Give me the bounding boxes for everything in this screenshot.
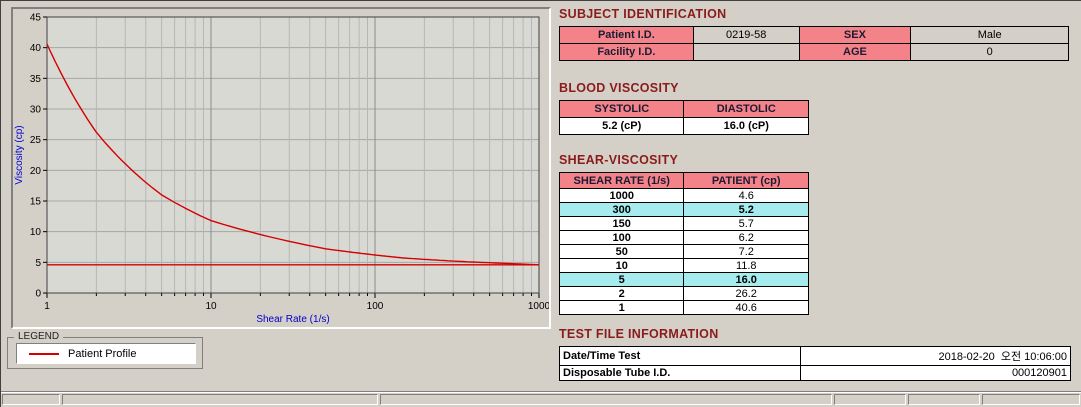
svg-text:30: 30: [30, 105, 42, 116]
facility-id-value: [692, 43, 800, 61]
shear-row: 5 16.0: [558, 272, 809, 287]
shear-rate-cell: 50: [558, 244, 685, 259]
subject-identification-table: Patient I.D. 0219-58 SEX Male Facility I…: [559, 26, 1069, 61]
patient-viscosity-cell: 4.6: [683, 188, 809, 203]
shear-row: 10 11.8: [558, 258, 809, 273]
svg-text:1: 1: [44, 301, 50, 312]
svg-text:100: 100: [367, 301, 384, 312]
legend-title: LEGEND: [14, 331, 64, 342]
table-row: 5.2 (cP) 16.0 (cP): [558, 117, 809, 135]
sex-label: SEX: [798, 26, 912, 44]
viscosity-chart-panel: 0 5 10 15 20 25 30 35 40 45 1 10 100 1000 Shear Rate (…: [11, 7, 551, 329]
patient-id-label: Patient I.D.: [559, 26, 694, 44]
legend-label: Patient Profile: [68, 347, 137, 360]
patient-viscosity-cell: 11.8: [683, 258, 809, 273]
age-value: 0: [910, 43, 1069, 61]
sex-value: Male: [910, 26, 1069, 44]
svg-text:0: 0: [35, 289, 41, 300]
svg-text:20: 20: [30, 166, 42, 177]
legend-box: LEGEND Patient Profile: [7, 331, 203, 369]
svg-text:45: 45: [30, 13, 42, 24]
svg-text:35: 35: [30, 74, 42, 85]
shear-rate-cell: 100: [558, 230, 685, 245]
patient-viscosity-cell: 40.6: [683, 300, 809, 315]
results-panel: SUBJECT IDENTIFICATION Patient I.D. 0219…: [558, 7, 1075, 381]
facility-id-label: Facility I.D.: [559, 43, 694, 61]
date-time-test-value: 2018-02-20 오전 10:06:00: [800, 346, 1071, 366]
patient-viscosity-cell: 5.2: [683, 202, 809, 217]
legend-entry: Patient Profile: [16, 343, 196, 364]
svg-text:15: 15: [30, 197, 42, 208]
shear-row: 1 40.6: [558, 300, 809, 315]
patient-viscosity-cell: 16.0: [683, 272, 809, 287]
shear-rate-cell: 300: [558, 202, 685, 217]
svg-text:1000: 1000: [528, 301, 549, 312]
status-segment: [834, 394, 906, 405]
status-segment: [982, 394, 1080, 405]
blood-viscosity-table: SYSTOLIC DIASTOLIC 5.2 (cP) 16.0 (cP): [558, 100, 809, 135]
svg-text:5: 5: [35, 258, 41, 269]
shear-row: 300 5.2: [558, 202, 809, 217]
statusbar-divider: [1, 391, 1081, 393]
svg-text:25: 25: [30, 135, 42, 146]
date-time-test-label: Date/Time Test: [558, 346, 802, 366]
patient-viscosity-cell: 26.2: [683, 286, 809, 301]
shear-rate-header: SHEAR RATE (1/s): [558, 172, 685, 189]
shear-rate-cell: 2: [558, 286, 685, 301]
table-row: Date/Time Test 2018-02-20 오전 10:06:00: [558, 346, 1071, 366]
shear-rate-cell: 1: [558, 300, 685, 315]
shear-row: 50 7.2: [558, 244, 809, 259]
shear-rate-cell: 10: [558, 258, 685, 273]
svg-text:10: 10: [30, 227, 42, 238]
systolic-header: SYSTOLIC: [558, 100, 685, 118]
svg-text:Shear Rate (1/s): Shear Rate (1/s): [256, 314, 329, 325]
table-row: SYSTOLIC DIASTOLIC: [558, 100, 809, 118]
svg-text:40: 40: [30, 43, 42, 54]
status-bar: [1, 394, 1081, 406]
shear-viscosity-table: SHEAR RATE (1/s) PATIENT (cp) 1000 4.6 300…: [558, 172, 809, 315]
status-segment: [62, 394, 378, 405]
shear-row: 1000 4.6: [558, 188, 809, 203]
shear-rate-cell: 1000: [558, 188, 685, 203]
table-row: SHEAR RATE (1/s) PATIENT (cp): [558, 172, 809, 189]
diastolic-value: 16.0 (cP): [683, 117, 809, 135]
status-segment: [380, 394, 832, 405]
shear-row: 2 26.2: [558, 286, 809, 301]
shear-rate-cell: 150: [558, 216, 685, 231]
status-segment: [2, 394, 60, 405]
test-file-table: Date/Time Test 2018-02-20 오전 10:06:00 Di…: [558, 346, 1071, 381]
shear-row: 100 6.2: [558, 230, 809, 245]
patient-viscosity-cell: 7.2: [683, 244, 809, 259]
patient-profile-line-swatch: [29, 352, 59, 355]
blood-viscosity-title: BLOOD VISCOSITY: [559, 81, 679, 95]
svg-text:Viscosity (cp): Viscosity (cp): [14, 125, 25, 184]
diastolic-header: DIASTOLIC: [683, 100, 809, 118]
subject-identification-title: SUBJECT IDENTIFICATION: [559, 7, 727, 21]
table-row: Facility I.D. AGE 0: [559, 43, 1069, 61]
shear-viscosity-title: SHEAR-VISCOSITY: [559, 153, 679, 167]
status-segment: [908, 394, 980, 405]
systolic-value: 5.2 (cP): [558, 117, 685, 135]
patient-viscosity-cell: 6.2: [683, 230, 809, 245]
patient-cp-header: PATIENT (cp): [683, 172, 809, 189]
disposable-tube-id-value: 000120901: [800, 365, 1071, 381]
viscosity-chart: 0 5 10 15 20 25 30 35 40 45 1 10 100 1000 Shear Rate (…: [14, 13, 549, 326]
svg-text:10: 10: [205, 301, 217, 312]
shear-rate-cell: 5: [558, 272, 685, 287]
shear-row: 150 5.7: [558, 216, 809, 231]
table-row: Patient I.D. 0219-58 SEX Male: [559, 26, 1069, 44]
disposable-tube-id-label: Disposable Tube I.D.: [558, 365, 802, 381]
table-row: Disposable Tube I.D. 000120901: [558, 365, 1071, 381]
patient-viscosity-cell: 5.7: [683, 216, 809, 231]
test-file-information-title: TEST FILE INFORMATION: [559, 327, 719, 341]
age-label: AGE: [798, 43, 912, 61]
patient-id-value: 0219-58: [692, 26, 800, 44]
